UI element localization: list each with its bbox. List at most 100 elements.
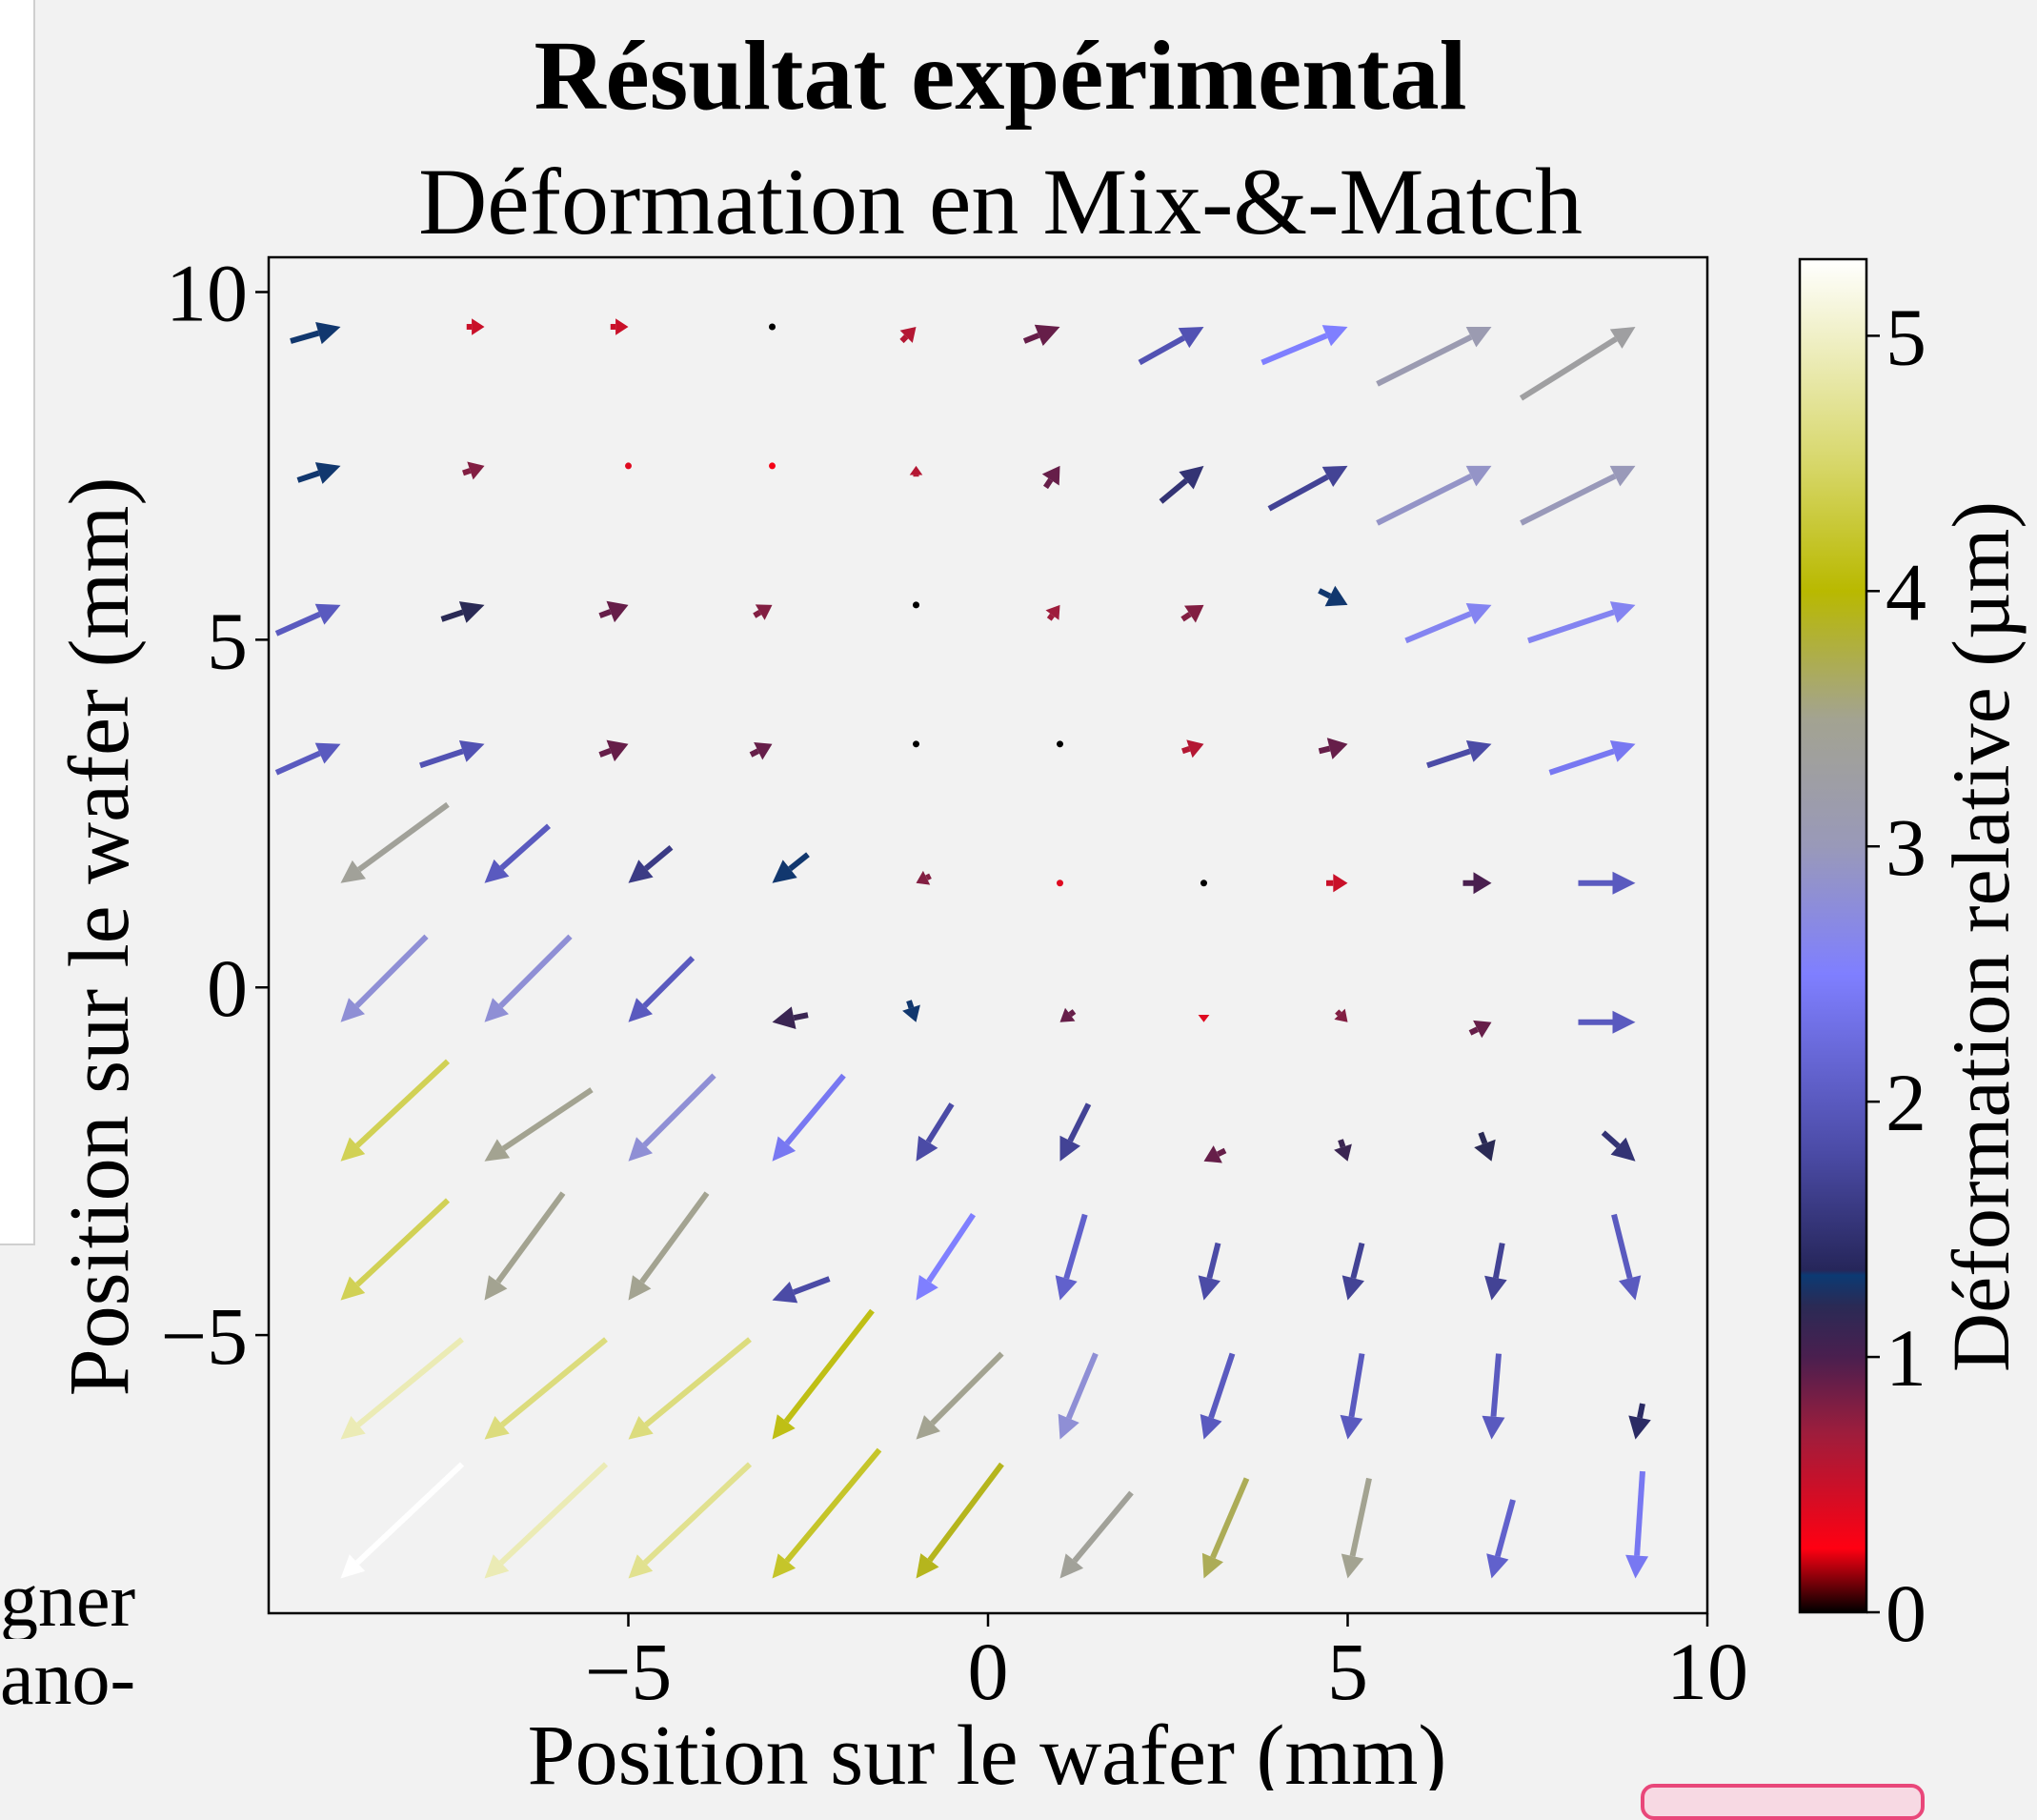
quiver-arrow [1334,1139,1352,1162]
x-axis-ticks: −5 0 5 10 [585,1613,1748,1717]
quiver-arrow [484,934,573,1022]
quiver-arrow [1326,874,1348,893]
x-tick-label: −5 [585,1626,673,1717]
quiver-arrow [772,1308,875,1440]
quiver-arrow [610,318,629,335]
quiver-arrow [1376,465,1492,526]
quiver-arrow [1022,324,1060,346]
quiver-arrow [1474,1131,1496,1162]
quiver-arrow [484,823,551,883]
quiver-arrow [1625,1470,1649,1579]
plot-area [267,255,1709,1615]
chart-subtitle: Déformation en Mix-&-Match [418,149,1583,254]
quiver-arrow [340,934,429,1022]
quiver-arrow [913,601,919,609]
quiver-arrow [899,327,917,344]
quiver-arrow [484,1337,608,1440]
quiver-arrow [340,1337,464,1440]
quiver-arrow [1519,327,1636,401]
quiver-arrow [1611,1213,1642,1301]
quiver-arrow [1055,1213,1088,1301]
quiver-arrow [1198,1242,1221,1301]
chart-title: Résultat expérimental [534,21,1466,131]
quiver-arrow [916,870,932,885]
x-axis-label: Position sur le wafer (mm) [528,1709,1447,1790]
quiver-arrow [1059,1490,1134,1579]
colorbar-tick-label: 5 [1886,291,1926,382]
quiver-arrow [628,1337,752,1440]
quiver-arrow [772,852,810,883]
quiver-arrow [1484,1243,1507,1301]
quiver-arrow [1482,1353,1505,1440]
quiver-arrow [340,801,450,883]
quiver-arrow [274,603,341,637]
quiver-arrow [1045,604,1060,621]
quiver-arrow [1601,1130,1636,1162]
x-tick-label: 5 [1327,1626,1368,1717]
quiver-arrow [772,1447,882,1579]
quiver-arrow [772,1073,846,1162]
quiver-arrow [1267,465,1348,512]
colorbar-tick-label: 0 [1886,1567,1926,1659]
quiver-arrow [1468,1020,1492,1039]
quiver-arrow [628,956,696,1022]
quiver-arrow [1059,1102,1092,1162]
quiver-arrow [1138,327,1204,366]
quiver-arrow [1261,325,1348,366]
quiver-arrow [466,318,485,335]
quiver-arrow [598,600,629,623]
quiver-arrow [1200,880,1207,887]
quiver-arrow [462,461,485,480]
quiver-arrow [1057,880,1063,887]
quiver-arrow [1628,1403,1651,1440]
quiver-arrow [274,742,341,776]
quiver-arrow [1041,465,1060,490]
quiver-arrow [1180,604,1204,623]
x-tick-label: 0 [968,1626,1009,1717]
x-tick-label: 10 [1666,1626,1748,1717]
quiver-arrows [274,318,1651,1579]
quiver-arrow [628,1191,710,1301]
quiver-arrow [1376,327,1492,387]
quiver-arrow [1520,465,1636,526]
colorbar-ticks: 0 1 2 3 4 5 [1866,291,1926,1659]
quiver-arrow [419,740,485,769]
quiver-arrow [1057,740,1063,748]
colorbar-tick-label: 1 [1886,1312,1926,1404]
quiver-arrow [628,1462,753,1579]
quiver-arrow [1578,871,1636,895]
quiver-arrow [1198,1015,1210,1022]
quiver-arrow [749,742,773,760]
quiver-arrow [772,1006,809,1029]
quiver-arrow [1341,1242,1365,1301]
quiver-arrow [913,740,919,748]
y-tick-label: 10 [166,247,248,338]
quiver-arrow [1200,1352,1236,1440]
quiver-arrow [916,1351,1004,1440]
quiver-arrow [625,462,632,470]
colorbar [1798,257,1868,1614]
quiver-arrow [1462,872,1492,895]
y-tick-label: −5 [160,1290,248,1382]
quiver-arrow [769,323,776,331]
quiver-arrow [1548,740,1636,776]
quiver-arrow [1159,465,1204,504]
y-axis-label: Position sur le wafer (mm) [52,477,147,1397]
quiver-arrow [1318,585,1348,607]
quiver-arrow [769,462,776,470]
quiver-arrow [628,844,674,883]
quiver-arrow [1486,1499,1516,1579]
colorbar-tick-label: 4 [1886,546,1926,637]
quiver-arrow [290,322,341,345]
quiver-arrow [1426,740,1492,769]
quiver-arrow [1340,1353,1365,1440]
quiver-arrow [440,601,485,623]
quiver-arrow [916,1212,976,1301]
colorbar-tick-label: 2 [1886,1057,1926,1148]
quiver-arrow [909,465,923,477]
quiver-arrow [484,1087,594,1162]
quiver-arrow [753,604,773,620]
quiver-arrow [1201,1477,1250,1579]
quiver-arrow [916,1102,955,1162]
quiver-arrow [628,1073,716,1162]
